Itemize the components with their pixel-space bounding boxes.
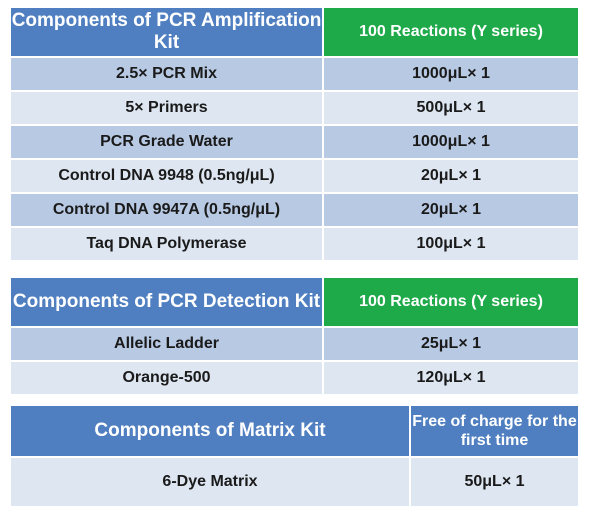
table-row: 6-Dye Matrix 50μL× 1 — [11, 456, 578, 506]
quantity-header: 100 Reactions (Y series) — [322, 278, 578, 326]
table-row: Orange-500 120μL× 1 — [11, 360, 578, 394]
table-row: Control DNA 9947A (0.5ng/μL) 20μL× 1 — [11, 192, 578, 226]
quantity-cell: 20μL× 1 — [322, 194, 578, 226]
quantity-cell: 1000μL× 1 — [322, 126, 578, 158]
quantity-header: 100 Reactions (Y series) — [322, 8, 578, 56]
quantity-cell: 20μL× 1 — [322, 160, 578, 192]
table-row: 5× Primers 500μL× 1 — [11, 90, 578, 124]
quantity-cell: 50μL× 1 — [409, 458, 578, 506]
table-row: 2.5× PCR Mix 1000μL× 1 — [11, 56, 578, 90]
component-cell: 6-Dye Matrix — [11, 458, 409, 506]
component-cell: Control DNA 9947A (0.5ng/μL) — [11, 194, 322, 226]
component-header: Components of PCR Amplification Kit — [11, 8, 322, 56]
component-cell: Control DNA 9948 (0.5ng/μL) — [11, 160, 322, 192]
quantity-cell: 1000μL× 1 — [322, 58, 578, 90]
quantity-header: Free of charge for the first time — [409, 406, 578, 456]
table-header-row: Components of PCR Detection Kit 100 Reac… — [11, 278, 578, 326]
table-row: Allelic Ladder 25μL× 1 — [11, 326, 578, 360]
component-cell: Allelic Ladder — [11, 328, 322, 360]
matrix-kit-table: Components of Matrix Kit Free of charge … — [11, 406, 578, 506]
quantity-cell: 100μL× 1 — [322, 228, 578, 260]
quantity-cell: 120μL× 1 — [322, 362, 578, 394]
component-header: Components of PCR Detection Kit — [11, 278, 322, 326]
table-row: Taq DNA Polymerase 100μL× 1 — [11, 226, 578, 260]
quantity-cell: 25μL× 1 — [322, 328, 578, 360]
table-header-row: Components of PCR Amplification Kit 100 … — [11, 8, 578, 56]
component-cell: 2.5× PCR Mix — [11, 58, 322, 90]
component-cell: PCR Grade Water — [11, 126, 322, 158]
component-header: Components of Matrix Kit — [11, 406, 409, 456]
component-cell: 5× Primers — [11, 92, 322, 124]
component-cell: Orange-500 — [11, 362, 322, 394]
table-row: Control DNA 9948 (0.5ng/μL) 20μL× 1 — [11, 158, 578, 192]
table-row: PCR Grade Water 1000μL× 1 — [11, 124, 578, 158]
pcr-detection-kit-table: Components of PCR Detection Kit 100 Reac… — [11, 278, 578, 394]
quantity-cell: 500μL× 1 — [322, 92, 578, 124]
component-cell: Taq DNA Polymerase — [11, 228, 322, 260]
table-header-row: Components of Matrix Kit Free of charge … — [11, 406, 578, 456]
pcr-amplification-kit-table: Components of PCR Amplification Kit 100 … — [11, 8, 578, 260]
